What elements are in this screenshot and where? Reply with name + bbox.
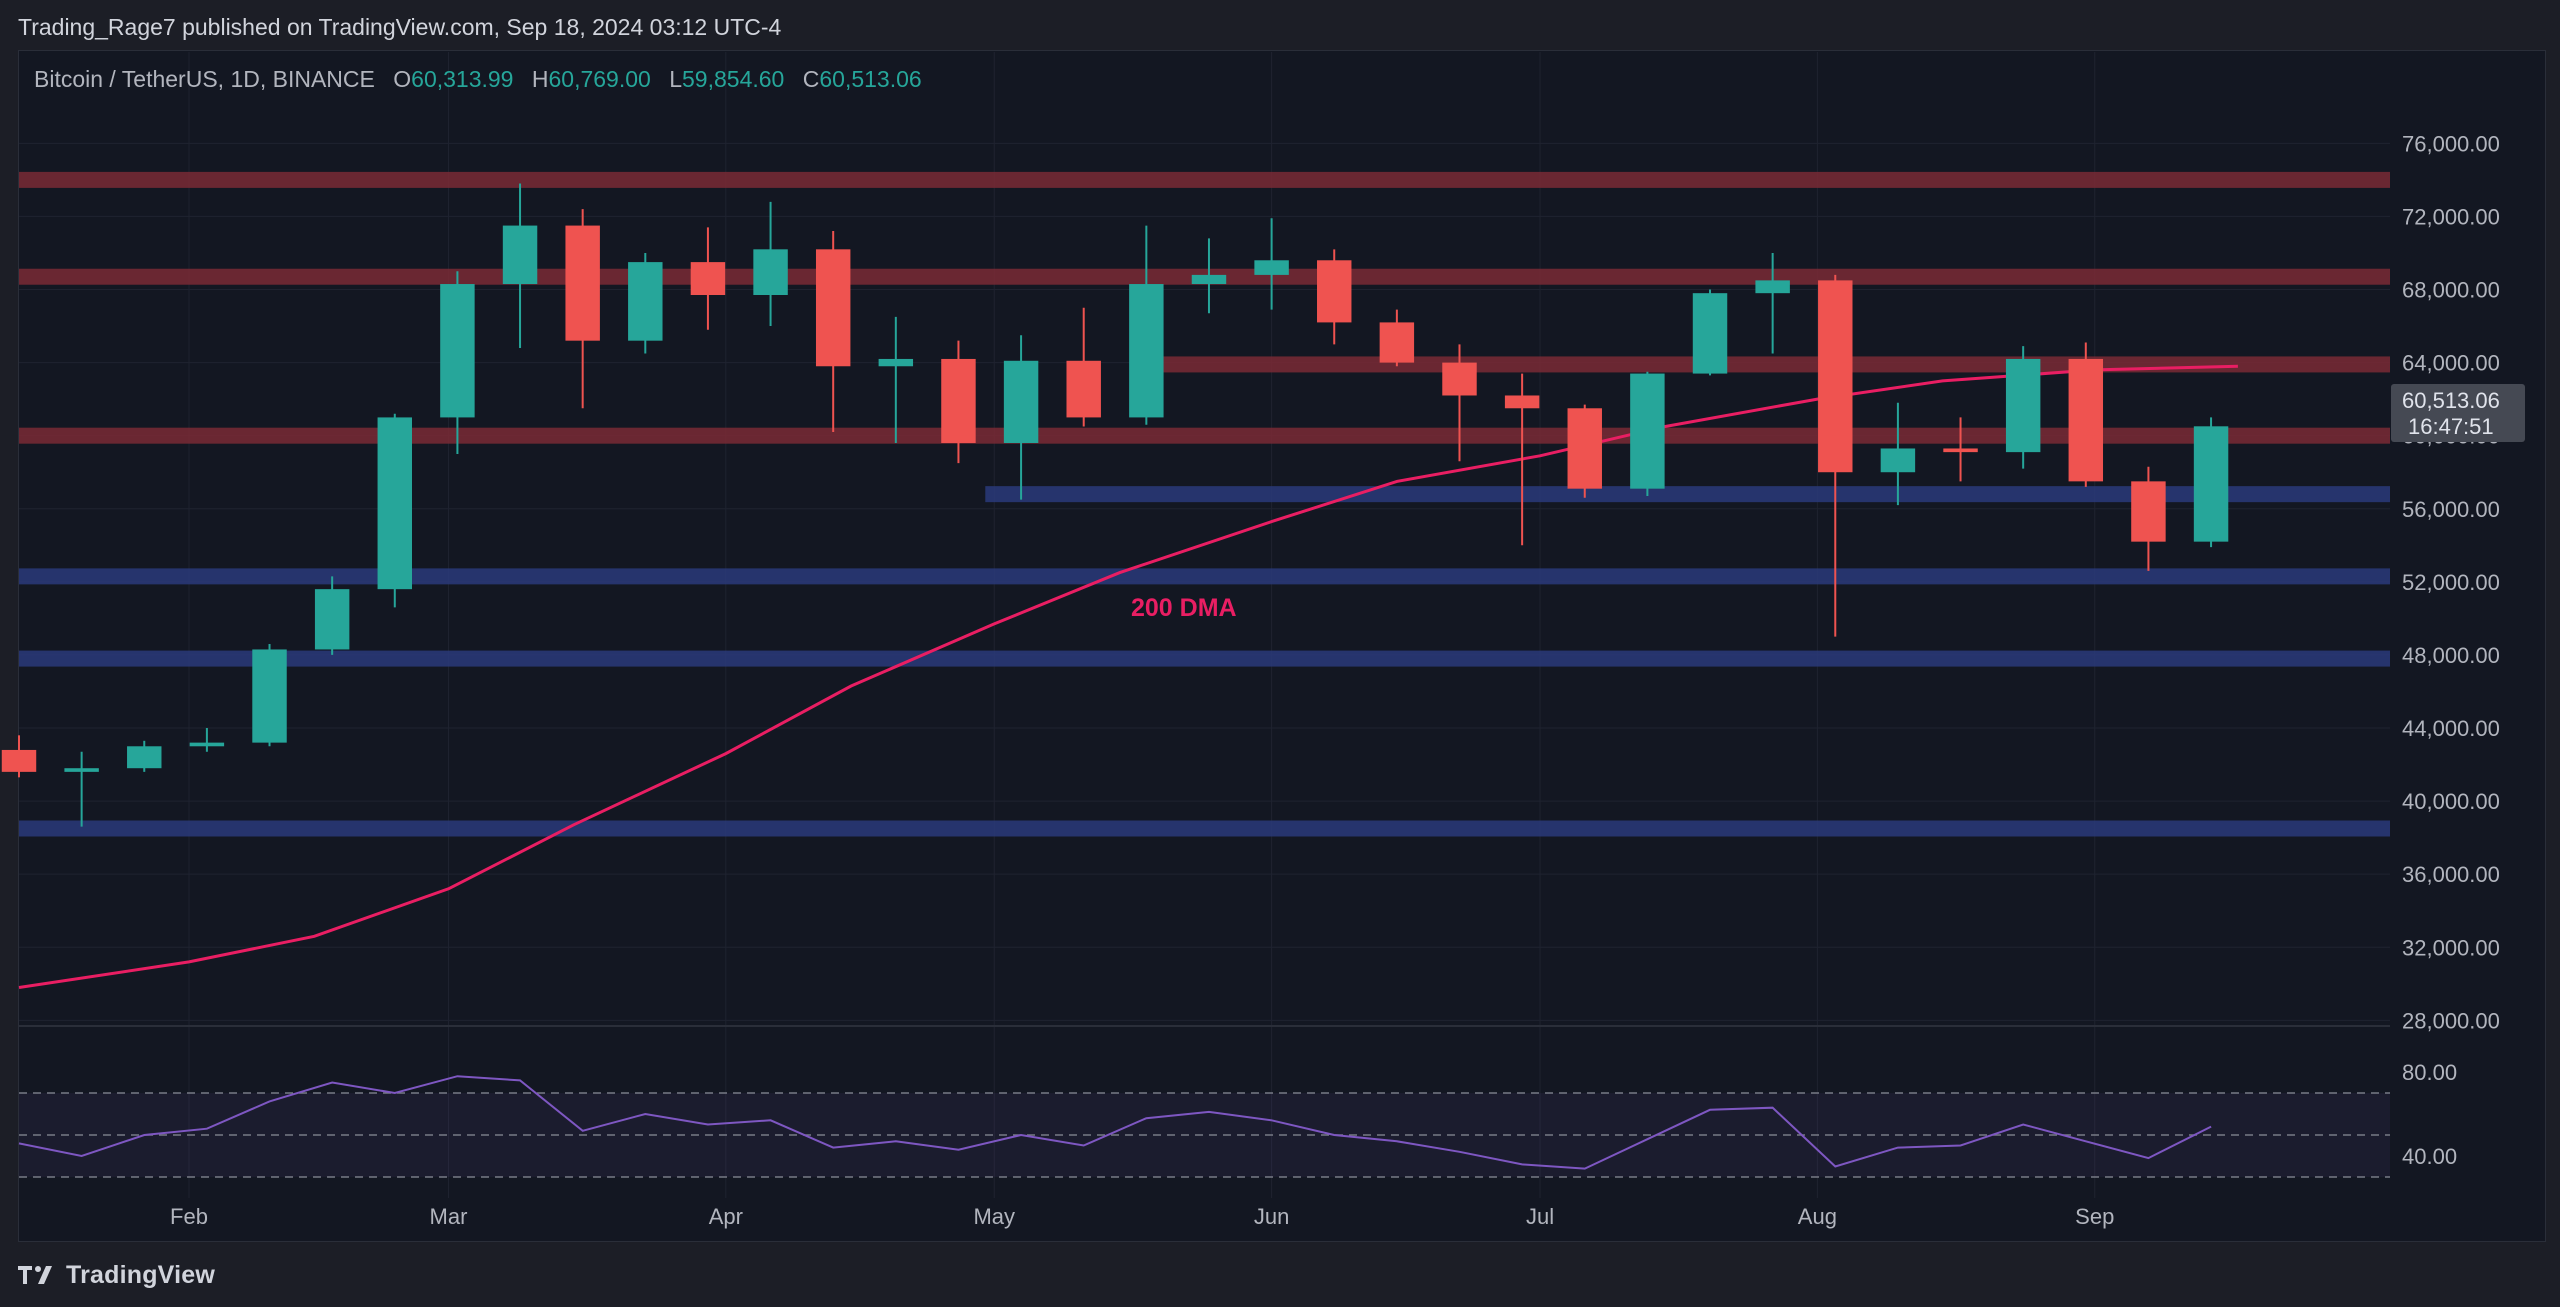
candle-body bbox=[878, 358, 914, 367]
support-level bbox=[985, 486, 2390, 503]
candle-body bbox=[1630, 373, 1665, 489]
price-tick-label: 48,000.00 bbox=[2402, 643, 2500, 668]
time-tick-label: Jul bbox=[1526, 1204, 1554, 1229]
support-level bbox=[19, 820, 2390, 837]
candle-body bbox=[1880, 448, 1916, 473]
candle-body bbox=[502, 225, 538, 285]
price-tick-label: 40,000.00 bbox=[2402, 789, 2500, 814]
last-price-badge: 60,513.06 16:47:51 bbox=[2391, 384, 2525, 442]
candle-body bbox=[1191, 274, 1227, 285]
candles bbox=[1, 183, 2229, 827]
candle-body bbox=[1943, 448, 1978, 453]
price-tick-label: 68,000.00 bbox=[2402, 278, 2500, 303]
candle-body bbox=[941, 358, 976, 443]
price-tick-label: 36,000.00 bbox=[2402, 862, 2500, 887]
close-value: 60,513.06 bbox=[819, 66, 922, 92]
candle-body bbox=[1317, 260, 1352, 323]
chart-frame[interactable] bbox=[18, 50, 2546, 1242]
time-tick-label: Apr bbox=[709, 1204, 743, 1229]
price-tick-label: 56,000.00 bbox=[2402, 497, 2500, 522]
candle-body bbox=[127, 746, 162, 769]
time-tick-label: Sep bbox=[2075, 1204, 2114, 1229]
time-tick-label: Aug bbox=[1798, 1204, 1837, 1229]
high-label: H bbox=[531, 66, 549, 92]
candle-body bbox=[1379, 322, 1415, 363]
candle-body bbox=[1066, 360, 1101, 418]
rsi-line bbox=[18, 1075, 2212, 1170]
moving-average bbox=[18, 364, 2238, 989]
candle-body bbox=[565, 225, 600, 341]
symbol-legend: Bitcoin / TetherUS, 1D, BINANCE O60,313.… bbox=[34, 66, 922, 93]
time-axis: Feb Mar Apr May Jun Jul Aug Sep bbox=[170, 1204, 2114, 1229]
high-value: 60,769.00 bbox=[548, 66, 651, 92]
tradingview-logo-icon bbox=[18, 1266, 52, 1284]
candle-body bbox=[753, 249, 788, 295]
candle-body bbox=[815, 249, 851, 367]
rsi-pane: 80.00 40.00 bbox=[18, 1060, 2457, 1178]
candle-body bbox=[2193, 426, 2229, 542]
close-label: C bbox=[802, 66, 820, 92]
low-value: 59,854.60 bbox=[682, 66, 785, 92]
candle-body bbox=[690, 262, 726, 295]
price-tick-label: 28,000.00 bbox=[2402, 1008, 2500, 1033]
rsi-tick-label: 80.00 bbox=[2402, 1060, 2457, 1085]
candle-body bbox=[1692, 293, 1728, 374]
support-level bbox=[19, 568, 2390, 585]
candle-body bbox=[64, 768, 99, 772]
time-tick-label: May bbox=[973, 1204, 1015, 1229]
time-tick-label: Feb bbox=[170, 1204, 208, 1229]
support-level bbox=[19, 650, 2390, 667]
candle-body bbox=[189, 742, 225, 747]
price-tick-label: 32,000.00 bbox=[2402, 935, 2500, 960]
key-levels bbox=[19, 171, 2390, 837]
candle-body bbox=[1504, 395, 1540, 409]
price-tick-label: 44,000.00 bbox=[2402, 716, 2500, 741]
price-chart[interactable]: 76,000.0072,000.0068,000.0064,000.0060,0… bbox=[0, 0, 2560, 1240]
candle-body bbox=[314, 589, 350, 650]
candle-body bbox=[1129, 284, 1164, 418]
candle-body bbox=[2068, 358, 2104, 482]
price-tick-label: 64,000.00 bbox=[2402, 351, 2500, 376]
candle-body bbox=[628, 262, 663, 341]
price-axis: 76,000.0072,000.0068,000.0064,000.0060,0… bbox=[2402, 131, 2500, 1033]
price-tick-label: 76,000.00 bbox=[2402, 131, 2500, 156]
candle-body bbox=[1003, 360, 1039, 443]
candle-body bbox=[2131, 481, 2166, 542]
resistance-level bbox=[1146, 356, 2390, 373]
countdown-timer: 16:47:51 bbox=[2408, 414, 2494, 439]
tradingview-brand[interactable]: TradingView bbox=[66, 1260, 216, 1289]
rsi-tick-label: 40.00 bbox=[2402, 1144, 2457, 1169]
time-tick-label: Mar bbox=[430, 1204, 468, 1229]
publisher-header: Trading_Rage7 published on TradingView.c… bbox=[18, 14, 782, 40]
candle-body bbox=[440, 284, 475, 418]
dma-200-line bbox=[18, 364, 2238, 989]
candle-body bbox=[1567, 408, 1602, 489]
last-price-badge-bg bbox=[2391, 384, 2525, 442]
footer: TradingView bbox=[18, 1258, 215, 1292]
open-label: O bbox=[393, 66, 412, 92]
price-tick-label: 52,000.00 bbox=[2402, 570, 2500, 595]
dma-annotation: 200 DMA bbox=[1131, 594, 1237, 622]
time-tick-label: Jun bbox=[1254, 1204, 1289, 1229]
price-tick-label: 72,000.00 bbox=[2402, 204, 2500, 229]
candle-body bbox=[1254, 260, 1289, 275]
candle-body bbox=[1818, 280, 1853, 473]
resistance-level bbox=[19, 427, 2390, 444]
low-label: L bbox=[669, 66, 683, 92]
candle-body bbox=[1, 749, 37, 772]
candle-body bbox=[1442, 362, 1477, 396]
candle-body bbox=[377, 417, 413, 590]
last-price-value: 60,513.06 bbox=[2402, 388, 2500, 413]
candle-body bbox=[252, 649, 287, 743]
symbol-name[interactable]: Bitcoin / TetherUS, 1D, BINANCE bbox=[34, 66, 375, 92]
candle-body bbox=[2005, 358, 2041, 453]
open-value: 60,313.99 bbox=[411, 66, 514, 92]
resistance-level bbox=[19, 171, 2390, 188]
candle-body bbox=[1755, 280, 1790, 294]
